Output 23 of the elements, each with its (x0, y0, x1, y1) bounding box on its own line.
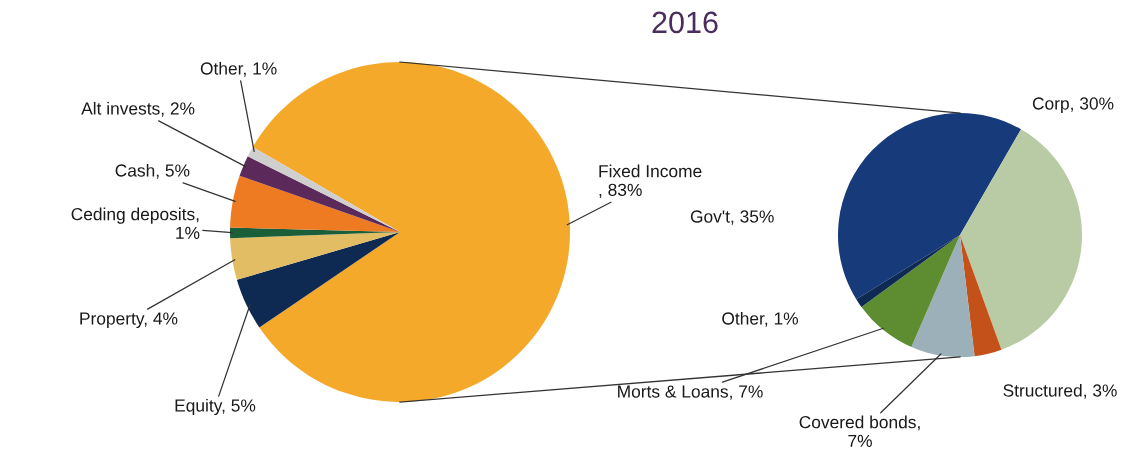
slice-label: Cash, 5% (115, 163, 190, 179)
pie-slice (838, 113, 1022, 300)
slice-label: Structured, 3% (1003, 383, 1117, 399)
slice-label: Equity, 5% (175, 398, 256, 416)
pie-slice (911, 235, 975, 357)
pie-slice (861, 235, 960, 347)
pie-slice (236, 232, 400, 328)
pie-slice (230, 232, 400, 280)
pie-slice (960, 129, 1082, 350)
slice-label: Other, 1% (722, 311, 798, 327)
pie-slice (230, 175, 400, 232)
slice-label: Covered bonds, 7% (799, 415, 920, 447)
slice-label: Alt invests, 2% (81, 101, 195, 117)
slice-label: Corp, 30% (1032, 97, 1114, 114)
pie-slice (960, 235, 1002, 357)
chart-title: 2016 (652, 11, 718, 34)
slice-label: Ceding deposits, 1% (71, 207, 200, 239)
slice-label: Fixed Income , 83% (599, 164, 702, 199)
slice-label: Other, 1% (200, 61, 277, 77)
slice-label: Property, 4% (80, 312, 178, 329)
pie-slice (856, 235, 960, 307)
slice-label: Gov't, 35% (690, 210, 774, 225)
slice-label: Morts & Loans, 7% (618, 385, 763, 400)
